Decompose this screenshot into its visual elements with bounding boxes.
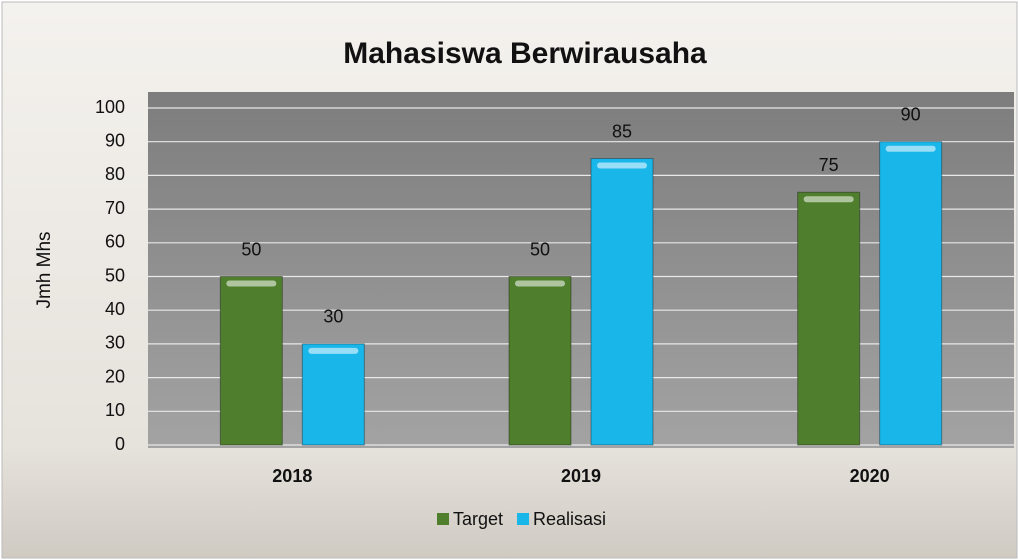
data-label: 50 — [241, 239, 261, 259]
bar — [219, 276, 283, 446]
bar — [797, 191, 861, 446]
data-label: 90 — [901, 104, 921, 124]
y-tick-label: 60 — [105, 232, 125, 252]
bar — [301, 343, 365, 446]
y-axis-label: Jmh Mhs — [34, 231, 55, 308]
bar-bevel — [308, 347, 359, 354]
legend-swatch — [517, 513, 530, 525]
x-tick-label: 2019 — [561, 466, 601, 486]
bar-bevel — [597, 162, 647, 169]
chart-title: Mahasiswa Berwirausaha — [343, 37, 707, 70]
y-tick-label: 70 — [105, 198, 125, 218]
y-tick-label: 0 — [115, 434, 125, 454]
y-tick-label: 30 — [105, 333, 125, 353]
bar — [879, 141, 943, 446]
x-tick-label: 2020 — [850, 466, 890, 486]
data-label: 85 — [612, 121, 632, 141]
data-label: 50 — [530, 239, 550, 259]
data-label: 75 — [819, 155, 839, 175]
y-tick-label: 50 — [105, 265, 125, 285]
bar — [590, 158, 654, 446]
legend-label: Target — [453, 509, 503, 529]
y-tick-label: 80 — [105, 164, 125, 184]
y-tick-label: 10 — [105, 400, 125, 420]
x-tick-label: 2018 — [272, 466, 312, 486]
y-tick-label: 40 — [105, 299, 125, 319]
y-tick-label: 90 — [105, 130, 125, 150]
legend-swatch — [437, 513, 449, 525]
bar — [508, 276, 572, 446]
bar-bevel — [515, 280, 565, 287]
legend-label: Realisasi — [533, 509, 606, 529]
data-label: 30 — [323, 307, 343, 327]
plot-area — [148, 92, 1014, 448]
y-tick-label: 100 — [95, 97, 125, 117]
y-tick-label: 20 — [105, 366, 125, 386]
bar-bevel — [803, 196, 854, 203]
bar-bevel — [885, 145, 936, 152]
bar-bevel — [226, 280, 277, 287]
